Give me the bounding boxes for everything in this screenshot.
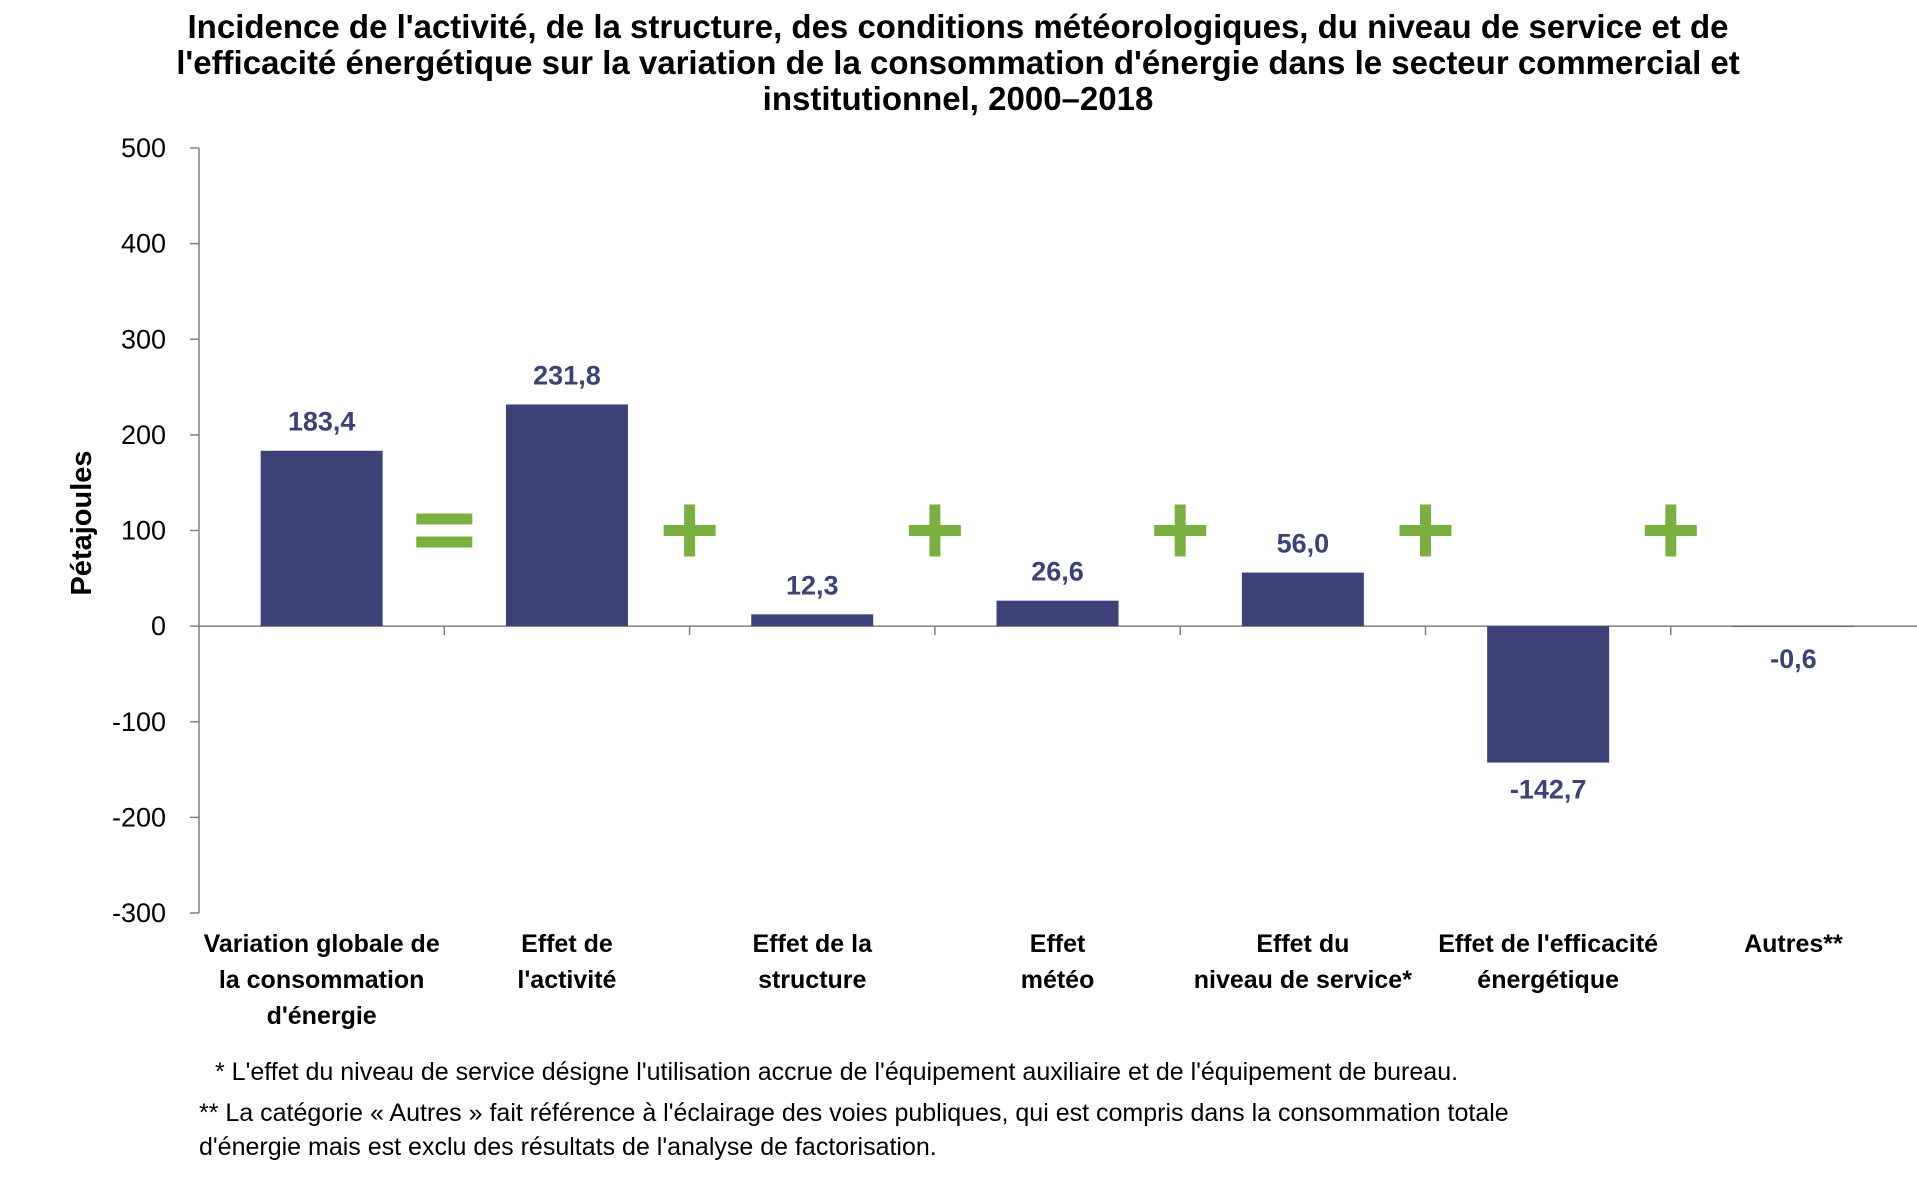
- plus-sign-icon: [663, 504, 716, 557]
- bar: [1487, 626, 1610, 763]
- category-label: Effet du niveau de service*: [1194, 930, 1412, 994]
- y-tick-label: -200: [112, 802, 166, 832]
- y-axis: 500 400 300 200 100 0 -100 -200 -300: [112, 133, 200, 928]
- category-label: Effet de l'activité: [517, 930, 616, 994]
- operator-symbols: [416, 504, 1697, 557]
- equals-sign-icon: [416, 513, 473, 548]
- bar: [505, 404, 628, 627]
- bar-value-label: 26,6: [1031, 557, 1084, 587]
- y-tick-label: 400: [121, 229, 166, 259]
- y-tick-label: 100: [121, 516, 166, 546]
- category-label: Effet météo: [1021, 930, 1095, 994]
- y-tick-label: 300: [121, 324, 166, 354]
- data-labels: 183,4 231,8 12,3 26,6 56,0 -142,7 -0,6: [288, 360, 1817, 804]
- bar-value-label: 56,0: [1277, 529, 1330, 559]
- footnote-others-line-2: d'énergie mais est exclu des résultats d…: [199, 1133, 937, 1161]
- chart-title-line: Incidence de l'activité, de la structure…: [188, 8, 1729, 45]
- category-label: Autres**: [1744, 930, 1843, 958]
- footnote-others-line-1: ** La catégorie « Autres » fait référenc…: [199, 1099, 1509, 1127]
- bar: [1241, 572, 1364, 627]
- x-axis: [199, 625, 1917, 636]
- bar: [751, 614, 874, 627]
- bar: [1732, 626, 1855, 627]
- y-tick-label: 200: [121, 420, 166, 450]
- y-tick-label: -100: [112, 707, 166, 737]
- plus-sign-icon: [908, 504, 961, 557]
- y-tick-label: 0: [151, 611, 166, 641]
- y-axis-label: Pétajoules: [66, 450, 98, 595]
- bar: [260, 450, 383, 627]
- bar-value-label: 231,8: [533, 360, 601, 390]
- chart-title-line: institutionnel, 2000–2018: [763, 80, 1154, 117]
- bar-value-label: -0,6: [1770, 644, 1817, 674]
- category-label: Variation globale de la consommation d'éne…: [204, 930, 440, 1030]
- bar-value-label: -142,7: [1510, 775, 1587, 805]
- bar-value-label: 12,3: [786, 570, 839, 600]
- plus-sign-icon: [1644, 504, 1697, 557]
- category-labels: Variation globale de la consommation d'éne…: [204, 930, 1843, 1030]
- chart-title-line: l'efficacité énergétique sur la variatio…: [176, 44, 1740, 81]
- plus-sign-icon: [1154, 504, 1207, 557]
- bar: [996, 600, 1119, 627]
- bar-value-label: 183,4: [288, 407, 356, 437]
- y-tick-label: 500: [121, 133, 166, 163]
- plus-sign-icon: [1399, 504, 1452, 557]
- bars: [260, 404, 1855, 763]
- chart-title: Incidence de l'activité, de la structure…: [176, 8, 1740, 117]
- footnote-service-level: * L'effet du niveau de service désigne l…: [215, 1058, 1459, 1086]
- y-tick-label: -300: [112, 898, 166, 928]
- category-label: Effet de l'efficacité énergétique: [1438, 930, 1658, 994]
- category-label: Effet de la structure: [753, 930, 874, 994]
